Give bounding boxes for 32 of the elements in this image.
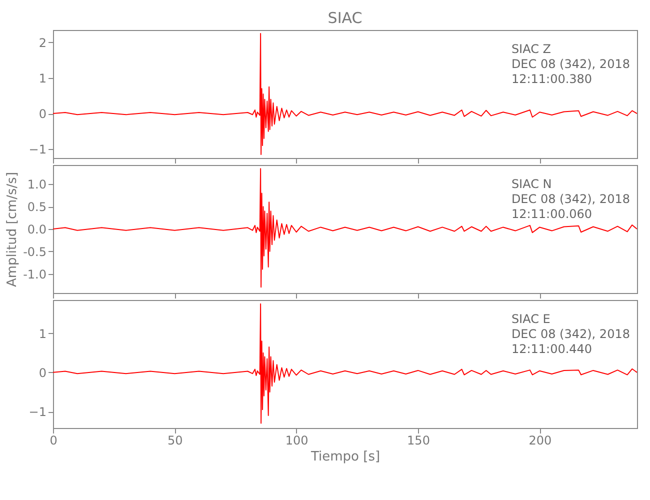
y-tick-label: 0.0 [27, 222, 46, 236]
y-tick-label: 0 [38, 107, 46, 122]
y-tick-label: 0.5 [27, 200, 46, 214]
y-tick-label: 1.0 [27, 178, 46, 192]
x-tick-label: 50 [168, 434, 183, 448]
line-series [53, 168, 637, 288]
y-tick-label: -0.5 [23, 244, 46, 259]
y-tick-label: 0 [38, 366, 46, 380]
y-tick-label: −1 [28, 142, 46, 157]
y-tick-label: −1 [28, 405, 46, 420]
chart-title: SIAC [328, 9, 362, 27]
annotation: 12:11:00.060 [511, 207, 592, 221]
y-tick-label: -1.0 [23, 267, 46, 282]
x-axis-title: Tiempo [s] [310, 450, 380, 464]
annotation: DEC 08 (342), 2018 [511, 327, 630, 341]
annotation: SIAC E [511, 312, 550, 326]
x-tick-label: 100 [285, 434, 308, 448]
annotation: 12:11:00.380 [511, 72, 592, 86]
annotation: SIAC N [511, 177, 552, 191]
annotation: DEC 08 (342), 2018 [511, 57, 630, 71]
x-tick-label: 200 [528, 434, 552, 448]
y-tick-label: 2 [38, 36, 46, 50]
line-series [53, 33, 637, 155]
line-series [53, 303, 637, 424]
x-tick-label: 150 [407, 434, 430, 448]
y-axis-title: Amplitud [cm/s/s] [5, 172, 20, 288]
annotation: 12:11:00.440 [511, 342, 592, 356]
annotation: DEC 08 (342), 2018 [511, 192, 630, 206]
y-tick-label: 1 [38, 72, 46, 86]
y-tick-label: 1 [38, 326, 46, 341]
annotation: SIAC Z [511, 42, 552, 56]
x-tick-label: 0 [50, 434, 58, 448]
